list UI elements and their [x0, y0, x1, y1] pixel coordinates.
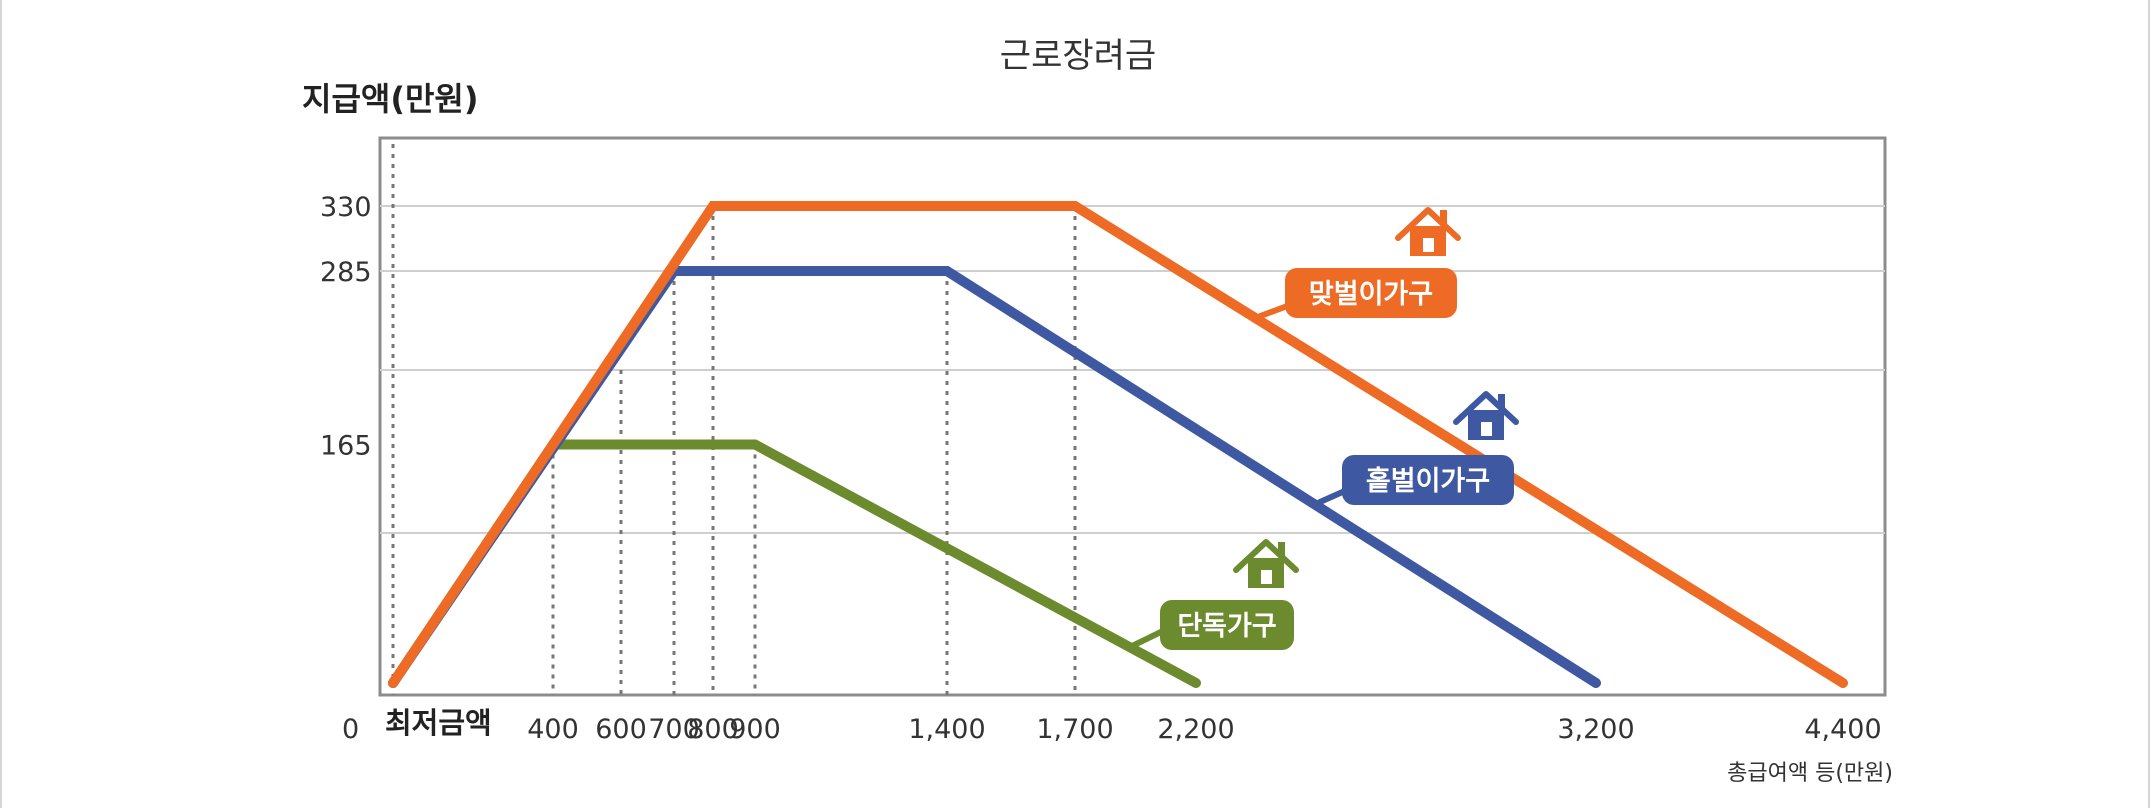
grid-lines — [380, 205, 1885, 534]
x-tick-label: 900 — [729, 714, 781, 745]
plot-area — [378, 136, 1887, 697]
x-tick-label: 1,700 — [1036, 714, 1113, 745]
legend-label: 단독가구 — [1177, 611, 1276, 642]
house-roof — [1453, 391, 1519, 425]
x-tick-label: 1,400 — [908, 714, 985, 745]
x-tick-label: 700 — [648, 714, 700, 745]
house-chimney — [1440, 210, 1447, 224]
house-chimney — [1498, 394, 1505, 408]
x-axis-label: 총급여액 등(만원) — [1727, 761, 1893, 786]
y-tick-label: 330 — [320, 192, 372, 223]
house-door — [1423, 238, 1434, 252]
legend-label: 맞벌이가구 — [1309, 279, 1433, 310]
x-tick-label: 0 — [342, 714, 359, 745]
house-chimney — [1278, 542, 1285, 556]
series-line — [388, 201, 1848, 688]
house-roof — [1395, 207, 1461, 241]
chart-title: 근로장려금 — [999, 36, 1157, 76]
house-door — [1481, 422, 1492, 436]
x-tick-label: 3,200 — [1557, 714, 1634, 745]
x-min-label: 최저금액 — [385, 706, 492, 740]
series-lines — [388, 201, 1848, 688]
house-roof — [1233, 539, 1299, 573]
x-tick-label: 600 — [595, 714, 647, 745]
legend-badge — [1160, 600, 1294, 650]
house-door — [1261, 570, 1272, 584]
legend-badge — [1342, 455, 1514, 505]
y-axis-label: 지급액(만원) — [302, 80, 478, 118]
y-tick-label: 285 — [320, 257, 372, 288]
x-tick-label: 2,200 — [1157, 714, 1234, 745]
x-tick-label: 4,400 — [1804, 714, 1881, 745]
house-icon — [1453, 391, 1519, 440]
house-icon — [1395, 207, 1461, 256]
house-icon — [1233, 539, 1299, 588]
legend-leader-line — [1252, 302, 1293, 321]
legend-label: 홑벌이가구 — [1366, 466, 1490, 497]
x-tick-label: 800 — [687, 714, 739, 745]
legend-badge — [1285, 268, 1457, 318]
guide-lines — [391, 144, 1077, 695]
legend-leader-line — [1125, 627, 1168, 651]
y-tick-label: 165 — [320, 431, 372, 462]
x-tick-label: 400 — [527, 714, 579, 745]
